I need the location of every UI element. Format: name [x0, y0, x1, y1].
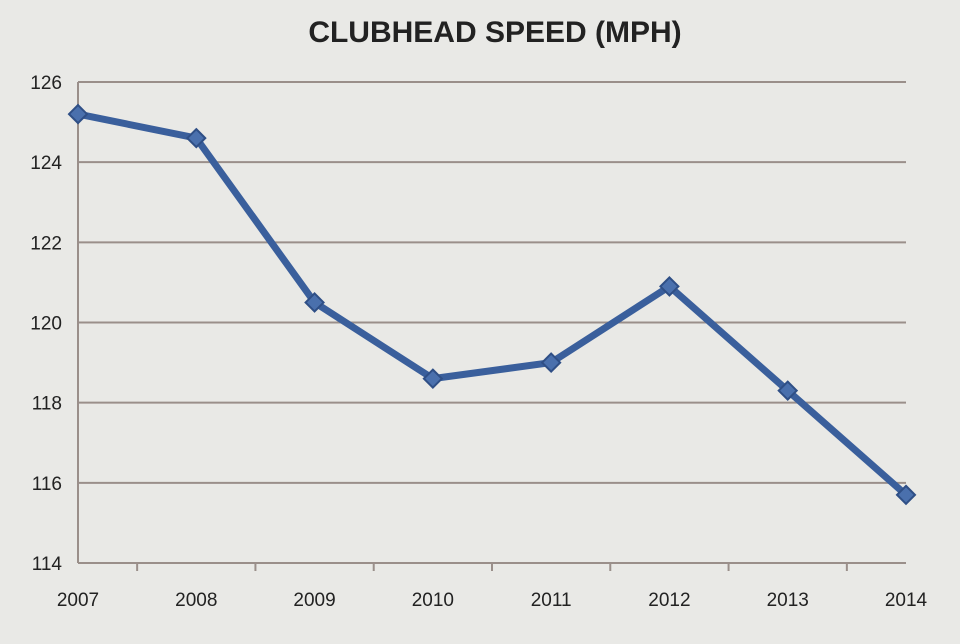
y-tick-label: 114 [32, 554, 63, 575]
y-tick-label: 122 [30, 233, 62, 254]
x-tick-label: 2014 [885, 590, 928, 611]
data-point [185, 127, 207, 149]
x-tick-label: 2011 [531, 590, 572, 611]
data-point [422, 368, 444, 390]
x-tick-label: 2007 [57, 590, 99, 611]
chart-title: CLUBHEAD SPEED (MPH) [308, 16, 681, 49]
x-tick-label: 2013 [767, 590, 809, 611]
data-point [304, 292, 325, 313]
y-tick-labels: 114 116 118 120 122 124 126 [30, 73, 62, 575]
series-line [74, 110, 910, 499]
x-tick-label: 2012 [648, 590, 690, 611]
y-tick-label: 116 [32, 474, 62, 495]
data-point [540, 352, 562, 373]
x-tick-label: 2009 [293, 590, 335, 611]
data-point [659, 276, 680, 297]
x-tick-label: 2010 [412, 590, 454, 611]
y-tick-label: 118 [32, 394, 62, 415]
x-tick-label: 2008 [175, 590, 217, 611]
y-tick-label: 126 [30, 73, 62, 94]
series [67, 103, 917, 506]
y-tick-label: 124 [30, 153, 62, 174]
x-tick-labels: 2007 2008 2009 2010 2011 2012 2013 2014 [57, 590, 928, 611]
data-point [777, 380, 799, 402]
data-point [895, 484, 917, 506]
axes [77, 82, 906, 571]
y-tick-label: 120 [30, 314, 62, 335]
data-point [67, 103, 89, 125]
